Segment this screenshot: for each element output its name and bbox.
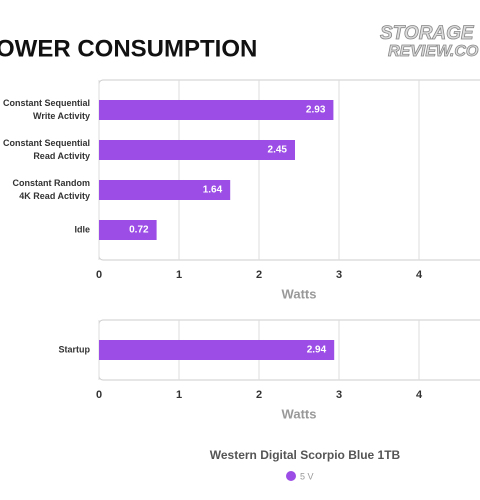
value-label: 0.72 bbox=[129, 225, 149, 236]
value-label: 2.45 bbox=[268, 145, 288, 156]
bar bbox=[99, 180, 231, 200]
bar bbox=[99, 340, 335, 360]
y-tick-label: Constant Sequential Write Activity bbox=[2, 98, 90, 121]
x-axis-label: Watts bbox=[282, 406, 317, 421]
y-tick-label: Startup bbox=[58, 344, 91, 355]
x-tick-label: 0 bbox=[96, 269, 102, 281]
value-label: 2.94 bbox=[307, 345, 327, 356]
x-tick-label: 2 bbox=[256, 389, 262, 401]
x-tick-label: 1 bbox=[176, 389, 182, 401]
y-tick-label: Idle bbox=[74, 224, 90, 235]
x-tick-label: 1 bbox=[176, 269, 182, 281]
bar bbox=[99, 220, 157, 240]
value-label: 1.64 bbox=[203, 185, 223, 196]
x-axis-label: Watts bbox=[282, 286, 317, 301]
bar bbox=[99, 140, 295, 160]
legend-title: Western Digital Scorpio Blue 1TB bbox=[210, 448, 401, 462]
legend-marker bbox=[286, 471, 296, 481]
x-tick-label: 4 bbox=[416, 269, 423, 281]
bar bbox=[99, 100, 334, 120]
value-label: 2.93 bbox=[306, 105, 326, 116]
title: OWER CONSUMPTION bbox=[0, 35, 257, 62]
y-tick-label: Constant Random 4K Read Activity bbox=[12, 178, 91, 201]
logo-top: STORAGE bbox=[380, 23, 475, 44]
x-tick-label: 3 bbox=[336, 269, 342, 281]
y-tick-label: Constant Sequential Read Activity bbox=[2, 138, 90, 161]
x-tick-label: 3 bbox=[336, 389, 342, 401]
logo-bottom: REVIEW.CO bbox=[388, 43, 479, 60]
x-tick-label: 4 bbox=[416, 389, 423, 401]
legend-label: 5 V bbox=[300, 471, 314, 481]
x-tick-label: 0 bbox=[96, 389, 102, 401]
x-tick-label: 2 bbox=[256, 269, 262, 281]
